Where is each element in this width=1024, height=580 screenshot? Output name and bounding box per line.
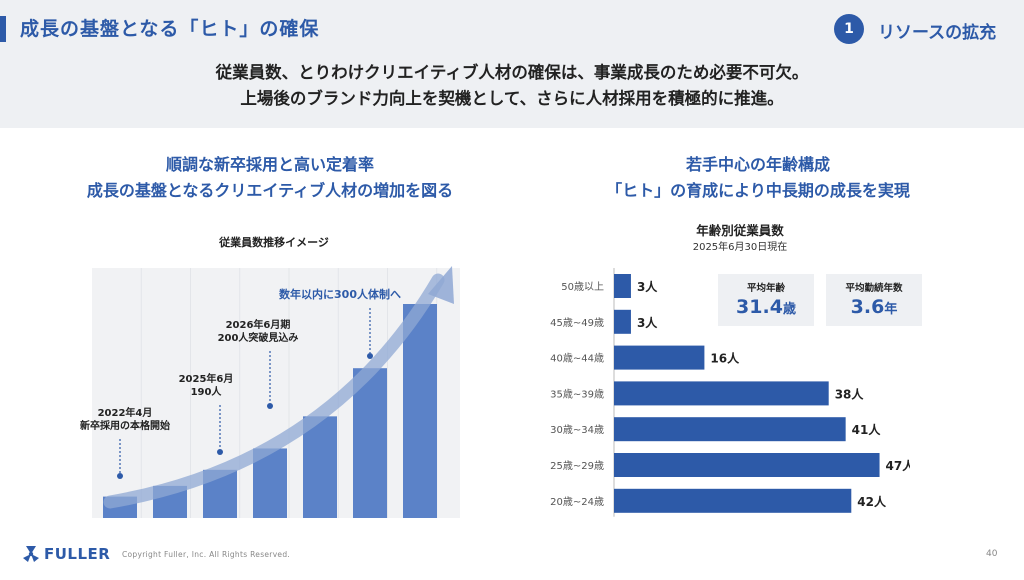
age-chart-subtitle: 2025年6月30日現在 bbox=[692, 242, 788, 253]
annotation-dot bbox=[217, 449, 223, 455]
age-bar bbox=[614, 381, 829, 406]
section-label: リソースの拡充 bbox=[878, 23, 997, 43]
age-category-label: 20歳~24歳 bbox=[550, 496, 604, 508]
age-value-label: 38人 bbox=[835, 386, 865, 401]
average-age-unit: 歳 bbox=[782, 302, 796, 317]
annotation-dot bbox=[117, 473, 123, 479]
annotation-label: 2026年6月期 bbox=[226, 318, 291, 331]
annotation-dot bbox=[267, 403, 273, 409]
age-category-label: 40歳~44歳 bbox=[550, 353, 604, 365]
growth-bar bbox=[303, 416, 337, 518]
page-number: 40 bbox=[986, 549, 998, 559]
growth-arrow-head bbox=[428, 266, 454, 304]
average-age-card: 平均年齢 31.4歳 bbox=[718, 274, 814, 326]
average-tenure-value: 3.6 bbox=[850, 296, 885, 318]
age-bar bbox=[614, 274, 631, 298]
annotation-label: 2025年6月 bbox=[179, 372, 234, 385]
title-accent-bar bbox=[0, 16, 6, 42]
age-category-label: 35歳~39歳 bbox=[550, 388, 604, 400]
left-heading-line-1: 順調な新卒採用と高い定着率 bbox=[165, 155, 374, 174]
average-tenure-label: 平均勤続年数 bbox=[845, 283, 903, 294]
average-age-value-group: 31.4歳 bbox=[718, 296, 814, 318]
right-heading-line-2: 「ヒト」の育成により中長期の成長を実現 bbox=[606, 181, 910, 200]
section-number-badge: 1 bbox=[834, 14, 864, 44]
fuller-logo-icon bbox=[23, 546, 39, 562]
growth-bar bbox=[353, 368, 387, 518]
age-value-label: 47人 bbox=[886, 458, 910, 473]
growth-arrow bbox=[103, 273, 445, 509]
average-tenure-value-group: 3.6年 bbox=[826, 296, 922, 318]
annotation-label: 数年以内に300人体制へ bbox=[279, 287, 401, 301]
age-value-label: 41人 bbox=[852, 422, 882, 437]
growth-bar bbox=[403, 304, 437, 518]
right-heading-line-1: 若手中心の年齢構成 bbox=[685, 155, 830, 174]
age-bar bbox=[614, 309, 631, 334]
average-age-label: 平均年齢 bbox=[746, 283, 785, 294]
age-category-label: 45歳~49歳 bbox=[550, 317, 604, 329]
lead-line-2: 上場後のブランド力向上を契機として、さらに人材採用を積極的に推進。 bbox=[240, 89, 784, 108]
annotation-dot bbox=[367, 353, 373, 359]
average-age-value: 31.4 bbox=[736, 296, 783, 318]
left-panel-heading: 順調な新卒採用と高い定着率 成長の基盤となるクリエイティブ人材の増加を図る bbox=[40, 152, 500, 204]
annotation-label: 190人 bbox=[191, 385, 223, 398]
left-heading-line-2: 成長の基盤となるクリエイティブ人材の増加を図る bbox=[86, 181, 454, 200]
annotation-label: 200人突破見込み bbox=[218, 331, 299, 344]
age-category-label: 50歳以上 bbox=[561, 281, 604, 293]
age-bar bbox=[614, 453, 880, 477]
average-tenure-unit: 年 bbox=[884, 302, 898, 317]
page-title: 成長の基盤となる「ヒト」の確保 bbox=[20, 18, 320, 40]
annotation-label: 2022年4月 bbox=[98, 406, 153, 419]
age-value-label: 16人 bbox=[710, 351, 740, 366]
age-distribution-chart: 50歳以上 3人 45歳~49歳 3人 40歳~44歳 16人 35歳~39歳 38人 30歳~… bbox=[550, 268, 910, 517]
age-value-label: 42人 bbox=[857, 494, 887, 509]
age-category-label: 30歳~34歳 bbox=[550, 424, 604, 436]
lead-line-1: 従業員数、とりわけクリエイティブ人材の確保は、事業成長のため必要不可欠。 bbox=[215, 63, 809, 82]
growth-chart-title: 従業員数推移イメージ bbox=[219, 236, 329, 249]
age-bar bbox=[614, 417, 846, 442]
age-bar bbox=[614, 488, 852, 513]
fuller-logo-text: FULLER bbox=[44, 545, 111, 563]
age-bar bbox=[614, 345, 705, 370]
annotation-label: 新卒採用の本格開始 bbox=[80, 419, 170, 432]
average-tenure-card: 平均勤続年数 3.6年 bbox=[826, 274, 922, 326]
right-panel-heading: 若手中心の年齢構成 「ヒト」の育成により中長期の成長を実現 bbox=[528, 152, 988, 204]
age-chart-title: 年齢別従業員数 bbox=[696, 223, 784, 238]
age-category-label: 25歳~29歳 bbox=[550, 460, 604, 472]
age-value-label: 3人 bbox=[637, 315, 658, 330]
copyright: Copyright Fuller, Inc. All Rights Reserv… bbox=[122, 550, 291, 559]
lead-text: 従業員数、とりわけクリエイティブ人材の確保は、事業成長のため必要不可欠。 上場後… bbox=[0, 60, 1024, 112]
age-value-label: 3人 bbox=[637, 279, 658, 294]
